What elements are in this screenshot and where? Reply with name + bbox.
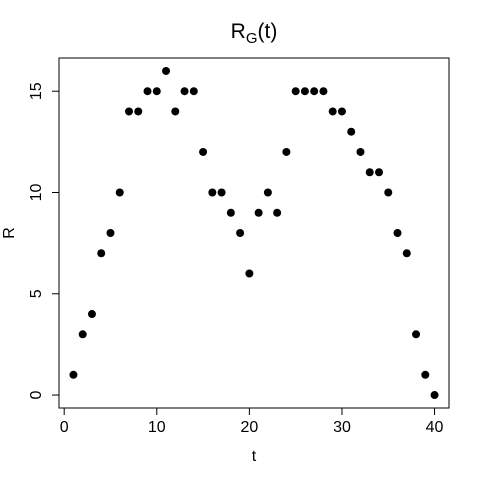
point bbox=[152, 87, 161, 96]
point bbox=[69, 370, 78, 379]
title-tail: (t) bbox=[258, 20, 278, 43]
y-tick-label: 15 bbox=[28, 82, 45, 100]
point bbox=[254, 208, 263, 217]
point bbox=[375, 168, 383, 177]
title-base: R bbox=[231, 20, 246, 43]
point bbox=[310, 87, 319, 96]
x-tick-label: 40 bbox=[426, 419, 444, 436]
point bbox=[143, 87, 152, 96]
point bbox=[189, 87, 198, 96]
point bbox=[263, 188, 272, 197]
point bbox=[87, 310, 96, 319]
point bbox=[245, 269, 254, 278]
point bbox=[328, 107, 337, 116]
point bbox=[125, 107, 133, 116]
point bbox=[365, 168, 374, 177]
y-axis-label: R bbox=[1, 227, 18, 239]
point bbox=[402, 249, 411, 258]
x-axis-label: t bbox=[252, 448, 257, 465]
y-tick-label: 10 bbox=[28, 183, 45, 201]
plot-box bbox=[58, 57, 450, 409]
y-tick-label: 5 bbox=[28, 289, 45, 298]
point bbox=[282, 147, 291, 156]
x-tick-label: 20 bbox=[240, 419, 258, 436]
point bbox=[134, 107, 143, 116]
point bbox=[217, 188, 226, 197]
point bbox=[347, 127, 356, 136]
point bbox=[208, 188, 217, 197]
point bbox=[356, 147, 365, 156]
point bbox=[430, 391, 439, 400]
point bbox=[199, 147, 208, 156]
point bbox=[236, 229, 245, 237]
point bbox=[337, 107, 346, 116]
title-subscript: G bbox=[246, 30, 258, 47]
x-tick-label: 0 bbox=[60, 419, 69, 436]
point bbox=[162, 66, 171, 75]
y-tick-label: 0 bbox=[28, 390, 45, 399]
point bbox=[384, 188, 393, 197]
point bbox=[97, 249, 106, 258]
point bbox=[393, 229, 402, 237]
point bbox=[421, 370, 430, 379]
point bbox=[300, 87, 309, 96]
x-tick-label: 10 bbox=[148, 419, 166, 436]
point bbox=[319, 87, 328, 96]
point bbox=[180, 87, 189, 96]
point bbox=[106, 229, 115, 237]
point bbox=[78, 330, 87, 339]
point bbox=[291, 87, 300, 96]
point bbox=[412, 330, 421, 339]
chart-title: RG(t) bbox=[231, 20, 278, 47]
point bbox=[226, 208, 235, 217]
point bbox=[115, 188, 124, 197]
point bbox=[171, 107, 180, 116]
point bbox=[273, 208, 282, 217]
x-tick-label: 30 bbox=[333, 419, 351, 436]
